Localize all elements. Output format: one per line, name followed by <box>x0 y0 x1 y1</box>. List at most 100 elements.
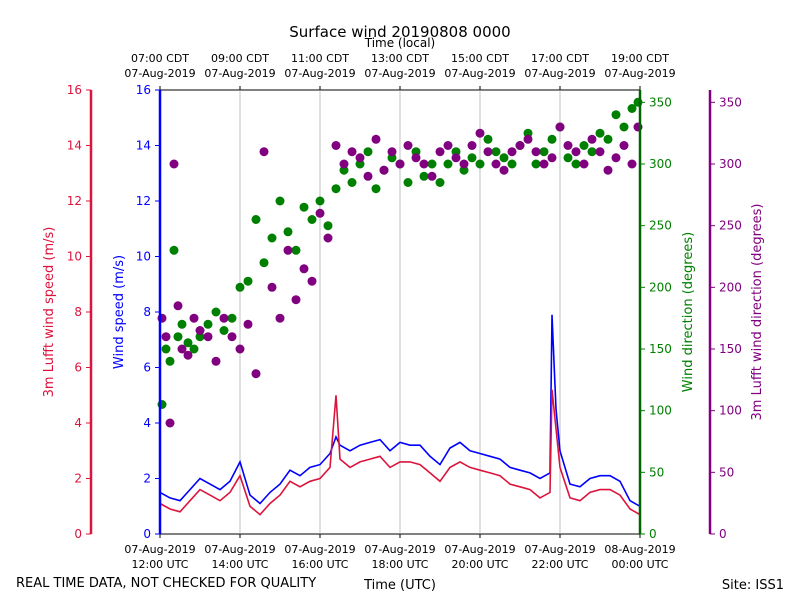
wind-direction-point <box>211 307 221 317</box>
x-tick-label-utc-date: 07-Aug-2019 <box>124 543 195 556</box>
wind-speed-tick-label: 14 <box>136 139 151 153</box>
x-tick-label-utc-time: 16:00 UTC <box>291 558 348 571</box>
lufft-direction-point <box>555 122 565 132</box>
lufft-direction-point <box>483 147 493 157</box>
lufft-direction-point <box>219 313 229 323</box>
wind-speed-tick-label: 10 <box>136 250 151 264</box>
lufft-direction-point <box>331 141 341 150</box>
wind-direction-point <box>331 184 341 194</box>
lufft-direction-point <box>595 147 605 157</box>
x-top-tick-label-time: 13:00 CDT <box>371 52 429 65</box>
wind-speed-axis-label: Wind speed (m/s) <box>112 255 127 369</box>
wind-direction-point <box>259 258 269 268</box>
lufft-direction-point <box>459 159 469 169</box>
lufft-direction-point <box>161 332 171 342</box>
lufft-direction-point <box>467 141 477 150</box>
wind-direction-tick-label: 300 <box>649 157 672 171</box>
x-tick-label-utc-time: 18:00 UTC <box>371 558 428 571</box>
lufft-direction-point <box>387 147 397 157</box>
x-top-tick-label-date: 07-Aug-2019 <box>284 67 355 80</box>
lufft-direction-point <box>243 319 253 329</box>
x-tick-label-utc-date: 07-Aug-2019 <box>204 543 275 556</box>
lufft-direction-point <box>251 369 261 379</box>
wind-direction-point <box>619 122 629 132</box>
wind-direction-point <box>283 227 293 237</box>
wind-direction-point <box>459 165 469 175</box>
x-top-tick-label-time: 19:00 CDT <box>611 52 669 65</box>
x-tick-label-utc-date: 07-Aug-2019 <box>444 543 515 556</box>
wind-direction-point <box>219 326 229 335</box>
wind-direction-point <box>427 159 437 169</box>
wind-speed-line <box>159 314 641 507</box>
wind-direction-point <box>539 147 549 157</box>
wind-direction-series <box>157 97 643 409</box>
wind-direction-point <box>595 128 605 138</box>
x-top-tick-label-date: 07-Aug-2019 <box>524 67 595 80</box>
lufft-direction-point <box>443 141 453 150</box>
x-top-tick-label-date: 07-Aug-2019 <box>604 67 675 80</box>
lufft-direction-point <box>539 159 549 169</box>
chart-title: Surface wind 20190808 0000 <box>289 23 510 41</box>
wind-direction-point <box>531 159 541 169</box>
lufft-direction-point <box>531 147 541 157</box>
lufft-direction-tick-label: 300 <box>719 157 742 171</box>
lufft-speed-tick-label: 2 <box>74 472 82 486</box>
lufft-direction-point <box>259 147 269 157</box>
lufft-direction-point <box>451 153 461 163</box>
lufft-direction-tick-label: 50 <box>719 465 734 479</box>
lufft-direction-point <box>169 159 179 169</box>
lufft-direction-point <box>227 332 237 342</box>
lufft-direction-point <box>499 165 509 175</box>
x-top-tick-label-time: 17:00 CDT <box>531 52 589 65</box>
lufft-direction-point <box>627 159 637 169</box>
wind-direction-point <box>189 344 199 354</box>
lufft-direction-point <box>411 153 421 163</box>
lufft-direction-point <box>203 332 213 342</box>
lufft-direction-point <box>189 313 199 323</box>
wind-direction-point <box>173 332 183 342</box>
wind-direction-point <box>507 159 517 169</box>
wind-speed-tick-label: 16 <box>136 83 151 97</box>
x-axis-label: Time (UTC) <box>363 578 436 593</box>
wind-direction-point <box>177 319 187 329</box>
x-tick-label-utc-time: 20:00 UTC <box>451 558 508 571</box>
x-tick-label-utc-time: 14:00 UTC <box>211 558 268 571</box>
wind-direction-point <box>339 165 349 175</box>
lufft-speed-line <box>159 389 641 516</box>
wind-direction-point <box>483 134 493 144</box>
site-label: Site: ISS1 <box>722 578 784 593</box>
wind-direction-axis-label: Wind direction (degrees) <box>681 232 696 392</box>
lufft-direction-point <box>379 165 389 175</box>
lufft-speed-tick-label: 16 <box>67 83 82 97</box>
wind-direction-point <box>307 215 317 224</box>
lufft-direction-point <box>307 276 317 286</box>
lufft-direction-point <box>315 208 325 218</box>
lufft-speed-axis-label: 3m Lufft wind speed (m/s) <box>42 227 57 398</box>
wind-direction-point <box>299 202 309 212</box>
wind-speed-tick-label: 6 <box>143 361 151 375</box>
wind-direction-point <box>235 282 245 292</box>
wind-direction-tick-label: 250 <box>649 219 672 233</box>
x-top-tick-label-time: 09:00 CDT <box>211 52 269 65</box>
lufft-direction-axis-label: 3m Lufft wind direction (degrees) <box>750 204 765 421</box>
wind-direction-point <box>323 221 333 231</box>
wind-direction-point <box>467 153 477 163</box>
x-top-tick-label-date: 07-Aug-2019 <box>204 67 275 80</box>
x-top-tick-label-date: 07-Aug-2019 <box>364 67 435 80</box>
lufft-speed-series <box>159 389 641 516</box>
wind-speed-tick-label: 8 <box>143 305 151 319</box>
x-tick-label-utc-date: 07-Aug-2019 <box>364 543 435 556</box>
quality-note: REAL TIME DATA, NOT CHECKED FOR QUALITY <box>16 576 316 591</box>
lufft-speed-tick-label: 0 <box>74 527 82 541</box>
wind-direction-point <box>195 332 205 342</box>
wind-direction-point <box>363 147 373 157</box>
lufft-direction-point <box>603 165 613 175</box>
lufft-direction-point <box>347 147 357 157</box>
wind-direction-point <box>227 313 237 323</box>
wind-direction-point <box>587 147 597 157</box>
lufft-direction-point <box>177 344 187 354</box>
wind-speed-tick-label: 0 <box>143 527 151 541</box>
lufft-direction-point <box>195 326 205 335</box>
wind-direction-tick-label: 0 <box>649 527 657 541</box>
x-tick-label-utc-date: 07-Aug-2019 <box>284 543 355 556</box>
